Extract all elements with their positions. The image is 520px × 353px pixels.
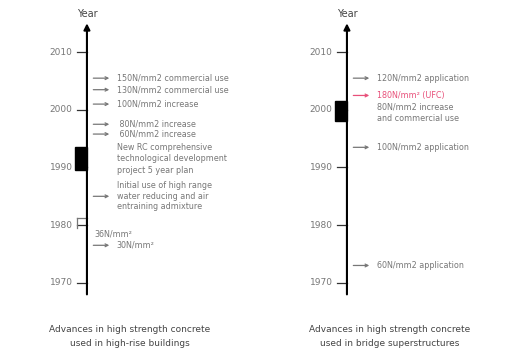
Bar xyxy=(335,101,347,121)
Bar xyxy=(75,147,87,170)
Text: 60N/mm2 increase: 60N/mm2 increase xyxy=(117,130,196,139)
Text: 1990: 1990 xyxy=(49,163,73,172)
Text: 100N/mm2 application: 100N/mm2 application xyxy=(377,143,469,152)
Text: 2000: 2000 xyxy=(50,105,73,114)
Text: 100N/mm2 increase: 100N/mm2 increase xyxy=(117,100,198,109)
Text: Year: Year xyxy=(76,10,97,19)
Text: 2010: 2010 xyxy=(310,48,333,57)
Text: 36N/mm²: 36N/mm² xyxy=(94,229,132,238)
Text: 1970: 1970 xyxy=(49,278,73,287)
Text: 180N/mm² (UFC): 180N/mm² (UFC) xyxy=(377,91,445,100)
Text: New RC comprehensive
technological development
project 5 year plan: New RC comprehensive technological devel… xyxy=(117,143,227,175)
Text: 2000: 2000 xyxy=(310,105,333,114)
Text: 120N/mm2 application: 120N/mm2 application xyxy=(377,74,469,83)
Text: 1970: 1970 xyxy=(309,278,333,287)
Text: 2010: 2010 xyxy=(50,48,73,57)
Text: 1980: 1980 xyxy=(309,221,333,230)
Text: Year: Year xyxy=(336,10,357,19)
Text: 1990: 1990 xyxy=(309,163,333,172)
Text: 80N/mm2 increase: 80N/mm2 increase xyxy=(117,120,196,129)
Text: 60N/mm2 application: 60N/mm2 application xyxy=(377,261,464,270)
Text: 80N/mm2 increase
and commercial use: 80N/mm2 increase and commercial use xyxy=(377,102,459,123)
Text: 1980: 1980 xyxy=(49,221,73,230)
Text: 130N/mm2 commercial use: 130N/mm2 commercial use xyxy=(117,85,228,94)
Text: 30N/mm²: 30N/mm² xyxy=(117,241,155,250)
Text: 150N/mm2 commercial use: 150N/mm2 commercial use xyxy=(117,74,229,83)
Text: Advances in high strength concrete
used in high-rise buildings: Advances in high strength concrete used … xyxy=(49,325,211,348)
Text: Advances in high strength concrete
used in bridge superstructures: Advances in high strength concrete used … xyxy=(309,325,471,348)
Text: Initial use of high range
water reducing and air
entraining admixture: Initial use of high range water reducing… xyxy=(117,181,212,211)
